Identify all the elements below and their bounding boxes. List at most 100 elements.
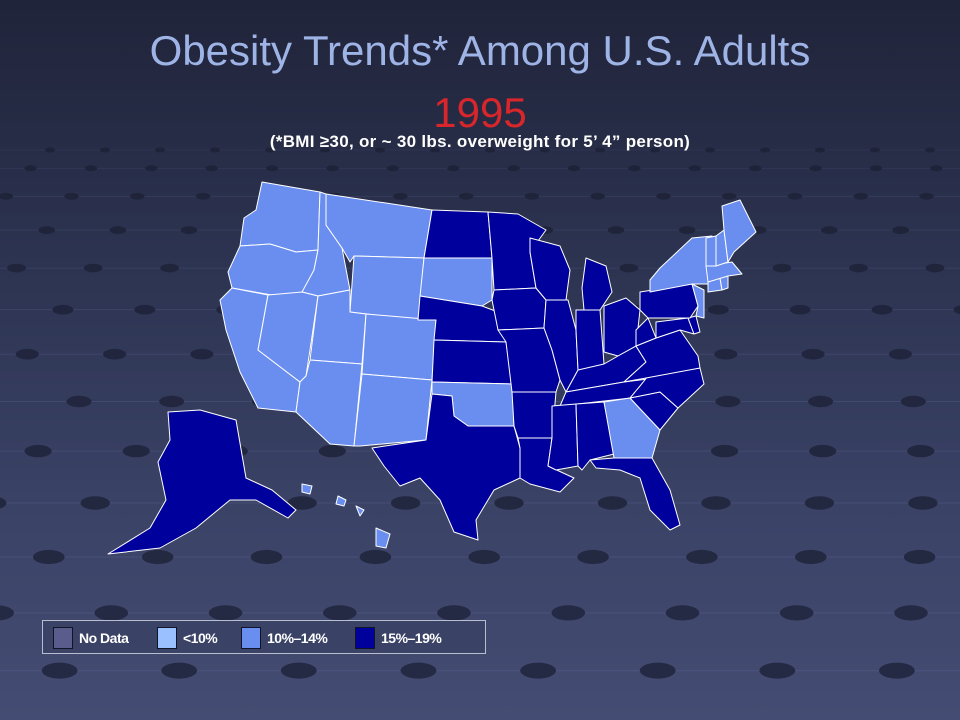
background-dot	[870, 147, 880, 153]
background-dot	[795, 549, 827, 565]
background-dot	[815, 147, 825, 153]
background-dot	[879, 662, 915, 679]
background-dot	[821, 226, 838, 235]
background-dot	[109, 226, 127, 235]
background-dot	[853, 192, 868, 200]
background-dot	[103, 348, 127, 360]
state-wa	[239, 181, 321, 253]
background-dot	[94, 605, 129, 621]
state-ia	[491, 287, 547, 331]
state-vt	[705, 235, 717, 267]
background-dot	[280, 662, 317, 679]
legend-item-no-data: No Data	[53, 626, 129, 650]
background-dot	[41, 662, 78, 679]
state-nd	[423, 209, 493, 259]
background-dot	[485, 147, 495, 153]
background-dot	[759, 662, 796, 679]
background-dot	[468, 549, 501, 565]
slide-subtitle: (*BMI ≥30, or ~ 30 lbs. overweight for 5…	[269, 132, 691, 151]
background-dot	[437, 605, 471, 621]
slide-title: Obesity Trends* Among U.S. Adults	[149, 27, 811, 74]
background-dot	[393, 192, 408, 200]
background-dot	[711, 444, 739, 458]
legend-label: <10%	[183, 630, 218, 646]
state-de	[687, 315, 701, 335]
background-dot	[779, 605, 814, 621]
legend-label: 15%–19%	[381, 630, 442, 646]
background-dot	[894, 605, 928, 621]
background-dot	[145, 165, 158, 172]
background-dot	[0, 192, 13, 200]
background-dot	[494, 496, 524, 510]
background-dot	[869, 165, 883, 172]
background-dot	[760, 147, 770, 153]
background-dot	[656, 192, 671, 200]
background-dot	[160, 263, 179, 273]
background-dot	[155, 147, 165, 153]
background-dot	[804, 496, 835, 510]
legend-swatch	[53, 627, 73, 649]
state-wy	[349, 255, 425, 321]
background-dot	[688, 165, 701, 172]
background-dot	[250, 549, 283, 565]
background-dot	[801, 348, 825, 360]
background-dot	[590, 192, 605, 200]
background-dot	[607, 226, 625, 235]
background-dot	[686, 549, 718, 565]
background-dot	[265, 147, 275, 153]
background-dot	[507, 165, 520, 172]
background-dot	[789, 304, 811, 315]
state-nm	[353, 373, 433, 447]
background-dot	[390, 496, 421, 510]
background-dot	[159, 395, 185, 408]
slide-year: 1995	[433, 89, 527, 136]
background-dot	[45, 147, 55, 153]
state-ga	[603, 397, 661, 459]
background-dot	[52, 304, 74, 315]
state-ar	[511, 391, 557, 439]
background-dot	[180, 226, 198, 235]
background-dot	[318, 444, 346, 458]
background-dot	[714, 348, 738, 360]
background-dot	[84, 165, 98, 172]
background-dot	[808, 395, 834, 408]
background-dot	[908, 496, 938, 510]
background-dot	[888, 348, 912, 360]
background-dot	[0, 497, 7, 509]
state-az	[295, 359, 363, 447]
background-dot	[100, 147, 110, 153]
background-dot	[83, 263, 103, 273]
background-dot	[903, 549, 936, 565]
background-dot	[400, 662, 437, 679]
background-dot	[7, 263, 26, 273]
background-dot	[208, 605, 243, 621]
legend-label: 10%–14%	[267, 630, 328, 646]
background-dot	[386, 165, 399, 172]
legend-swatch	[355, 627, 375, 649]
background-dot	[24, 165, 37, 172]
background-dot	[809, 165, 822, 172]
state-co	[361, 313, 437, 381]
background-dot	[359, 549, 392, 565]
legend-swatch	[157, 627, 177, 649]
background-dot	[141, 549, 174, 565]
background-dot	[210, 147, 220, 153]
background-dot	[205, 165, 218, 172]
background-dot	[190, 348, 214, 360]
background-dot	[787, 192, 803, 200]
state-md	[655, 317, 695, 339]
legend-item-10to14: 10%–14%	[241, 626, 328, 650]
background-dot	[577, 549, 609, 565]
background-dot	[892, 226, 909, 235]
background-dot	[567, 165, 581, 172]
background-dot	[900, 395, 926, 408]
background-dot	[919, 192, 934, 200]
background-dot	[80, 496, 110, 510]
state-me	[721, 199, 757, 263]
legend-label: No Data	[79, 630, 129, 646]
state-mi	[581, 257, 613, 311]
background-dot	[701, 496, 731, 510]
background-dot	[772, 263, 792, 273]
